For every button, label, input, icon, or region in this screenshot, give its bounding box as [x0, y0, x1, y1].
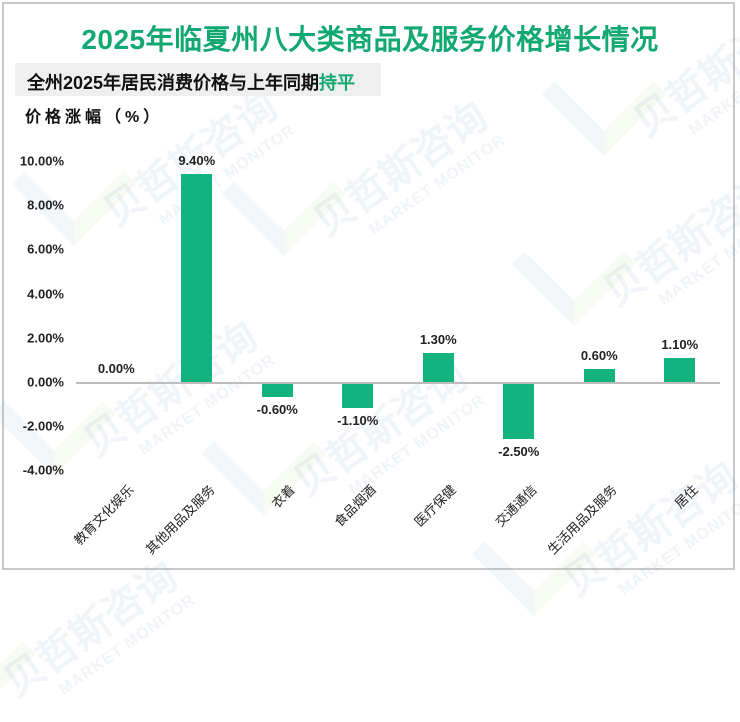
- subtitle-highlight: 持平: [319, 73, 356, 93]
- subtitle-prefix: 全州2025年居民消费价格与上年同期: [27, 73, 320, 93]
- bar: [583, 368, 615, 382]
- watermark-logo-icon: [0, 591, 37, 717]
- watermark-en: MARKET MONITOR: [56, 591, 199, 699]
- y-tick-label: 8.00%: [27, 197, 64, 213]
- x-axis-line: [76, 382, 720, 384]
- y-tick-label: 4.00%: [27, 286, 64, 302]
- value-label: 1.30%: [419, 332, 457, 348]
- y-tick-label: 0.00%: [27, 374, 64, 390]
- bar: [181, 174, 213, 382]
- y-axis-label: 价格涨幅（%）: [25, 109, 164, 126]
- bar: [664, 357, 696, 382]
- y-tick-label: 10.00%: [19, 153, 64, 169]
- chart-title: 2025年临夏州八大类商品及服务价格增长情况: [81, 24, 659, 55]
- value-label: -1.10%: [337, 413, 379, 429]
- value-label: -2.50%: [498, 444, 540, 460]
- y-tick-label: -4.00%: [22, 462, 64, 478]
- bar: [342, 384, 374, 409]
- value-label: -0.60%: [256, 402, 298, 418]
- subtitle-box: 全州2025年居民消费价格与上年同期持平: [15, 63, 381, 96]
- bar: [261, 384, 293, 398]
- value-label: 9.40%: [178, 153, 216, 169]
- bar: [422, 353, 454, 382]
- value-label: 0.00%: [97, 361, 135, 376]
- y-tick-label: -2.00%: [22, 418, 64, 434]
- y-tick-label: 2.00%: [27, 330, 64, 346]
- bar: [503, 384, 535, 440]
- y-tick-label: 6.00%: [27, 241, 64, 257]
- value-label: 0.60%: [580, 347, 618, 363]
- chart-frame: [2, 2, 735, 570]
- value-label: 1.10%: [661, 336, 699, 352]
- subtitle: 全州2025年居民消费价格与上年同期持平: [27, 69, 355, 95]
